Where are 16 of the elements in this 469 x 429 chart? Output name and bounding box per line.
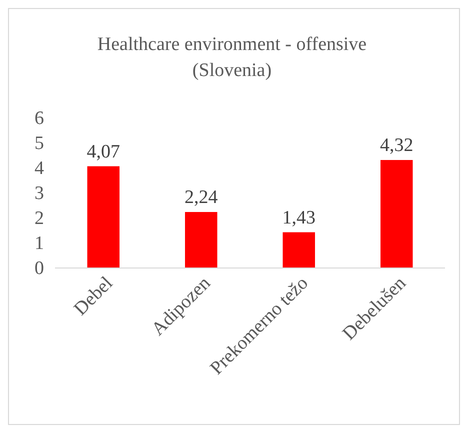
y-tick-label: 4 <box>34 158 44 180</box>
data-label: 1,43 <box>282 207 316 228</box>
bar <box>185 212 218 268</box>
y-tick-label: 1 <box>34 233 44 254</box>
data-label: 2,24 <box>184 187 218 208</box>
y-tick-label: 6 <box>34 108 44 130</box>
chart-title: Healthcare environment - offensive (Slovenia) <box>97 34 367 81</box>
bar <box>282 232 315 268</box>
y-tick-label: 0 <box>34 258 44 280</box>
y-tick-label: 3 <box>34 183 44 204</box>
data-label: 4,32 <box>380 135 414 156</box>
y-tick-label: 2 <box>34 208 44 230</box>
y-tick-label: 5 <box>34 133 44 154</box>
bar <box>87 166 120 268</box>
bar <box>380 160 413 268</box>
data-label: 4,07 <box>86 141 120 162</box>
